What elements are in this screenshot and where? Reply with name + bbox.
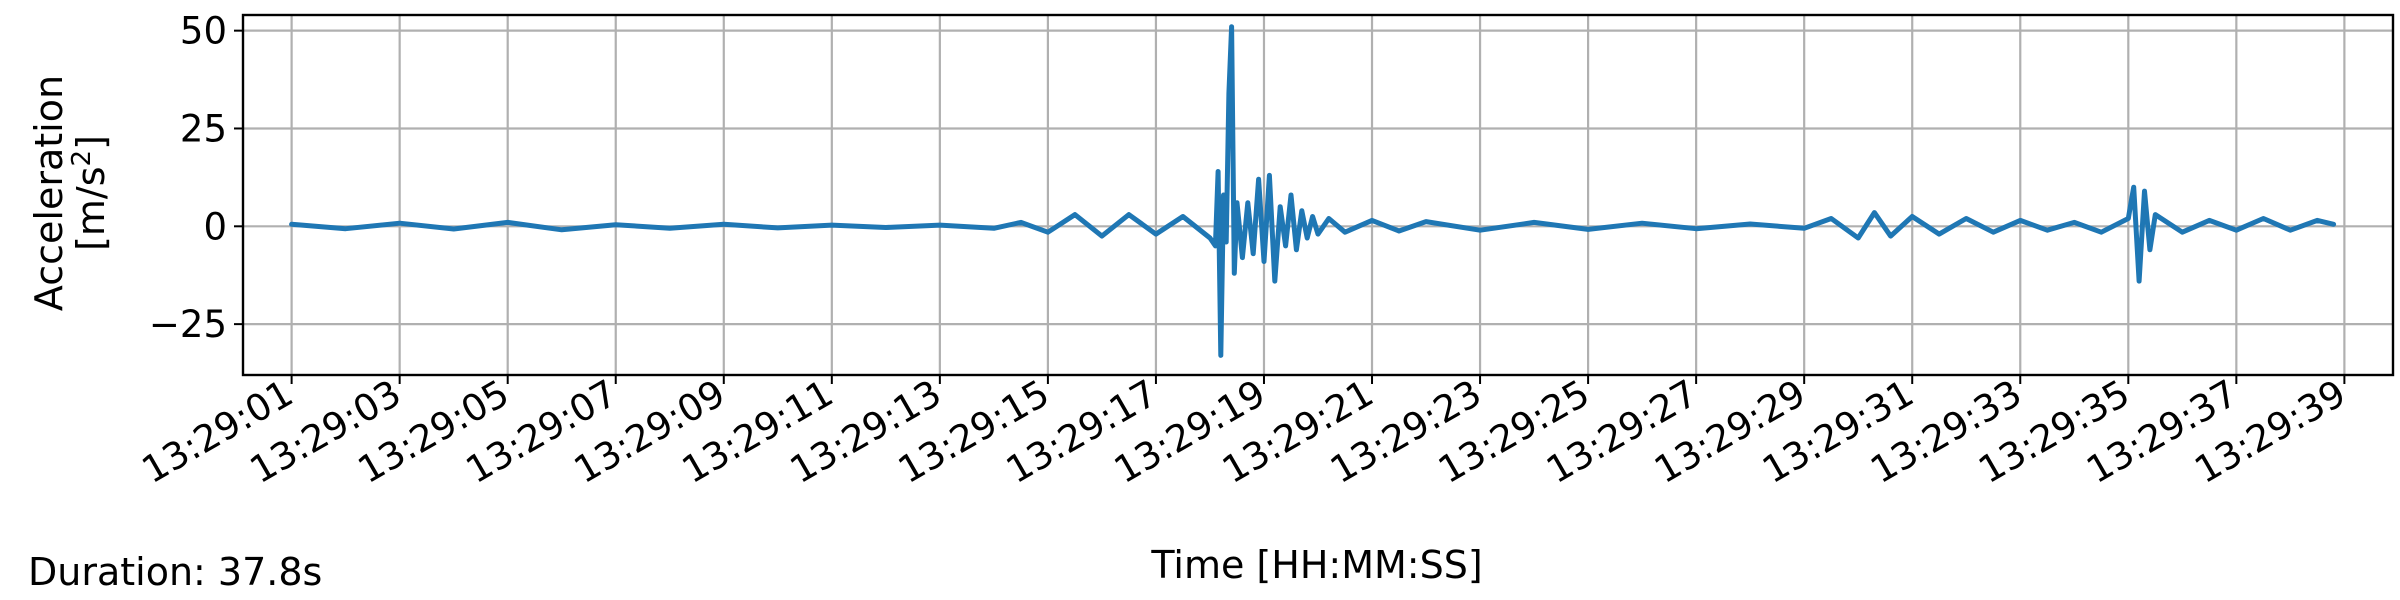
y-tick-label: 25 — [180, 107, 227, 150]
axes-border — [241, 13, 2395, 377]
y-axis-label-bracket: ] — [69, 135, 113, 150]
duration-text: Duration: 37.8s — [28, 550, 323, 594]
grid-lines — [243, 15, 2393, 375]
y-axis-label-unit: [m/s — [69, 166, 113, 250]
y-axis-label-line1: Acceleration — [27, 75, 71, 311]
axes-frame — [241, 13, 2395, 377]
y-tick-label: 50 — [180, 10, 227, 53]
plot-area — [289, 24, 2337, 358]
y-tick-label: −25 — [149, 303, 227, 346]
x-axis-label: Time [HH:MM:SS] — [1150, 543, 1482, 587]
y-axis-ticks: 50 25 0 −25 — [149, 10, 243, 346]
y-axis-label-line2: [m/s2] — [67, 135, 113, 251]
acceleration-series-line — [289, 24, 2337, 358]
y-tick-label: 0 — [203, 205, 227, 248]
y-axis-label: Acceleration [m/s2] — [27, 75, 113, 311]
x-axis-ticks: 13:29:0113:29:0313:29:0513:29:0713:29:09… — [135, 372, 2353, 492]
y-axis-label-superscript: 2 — [67, 150, 97, 167]
